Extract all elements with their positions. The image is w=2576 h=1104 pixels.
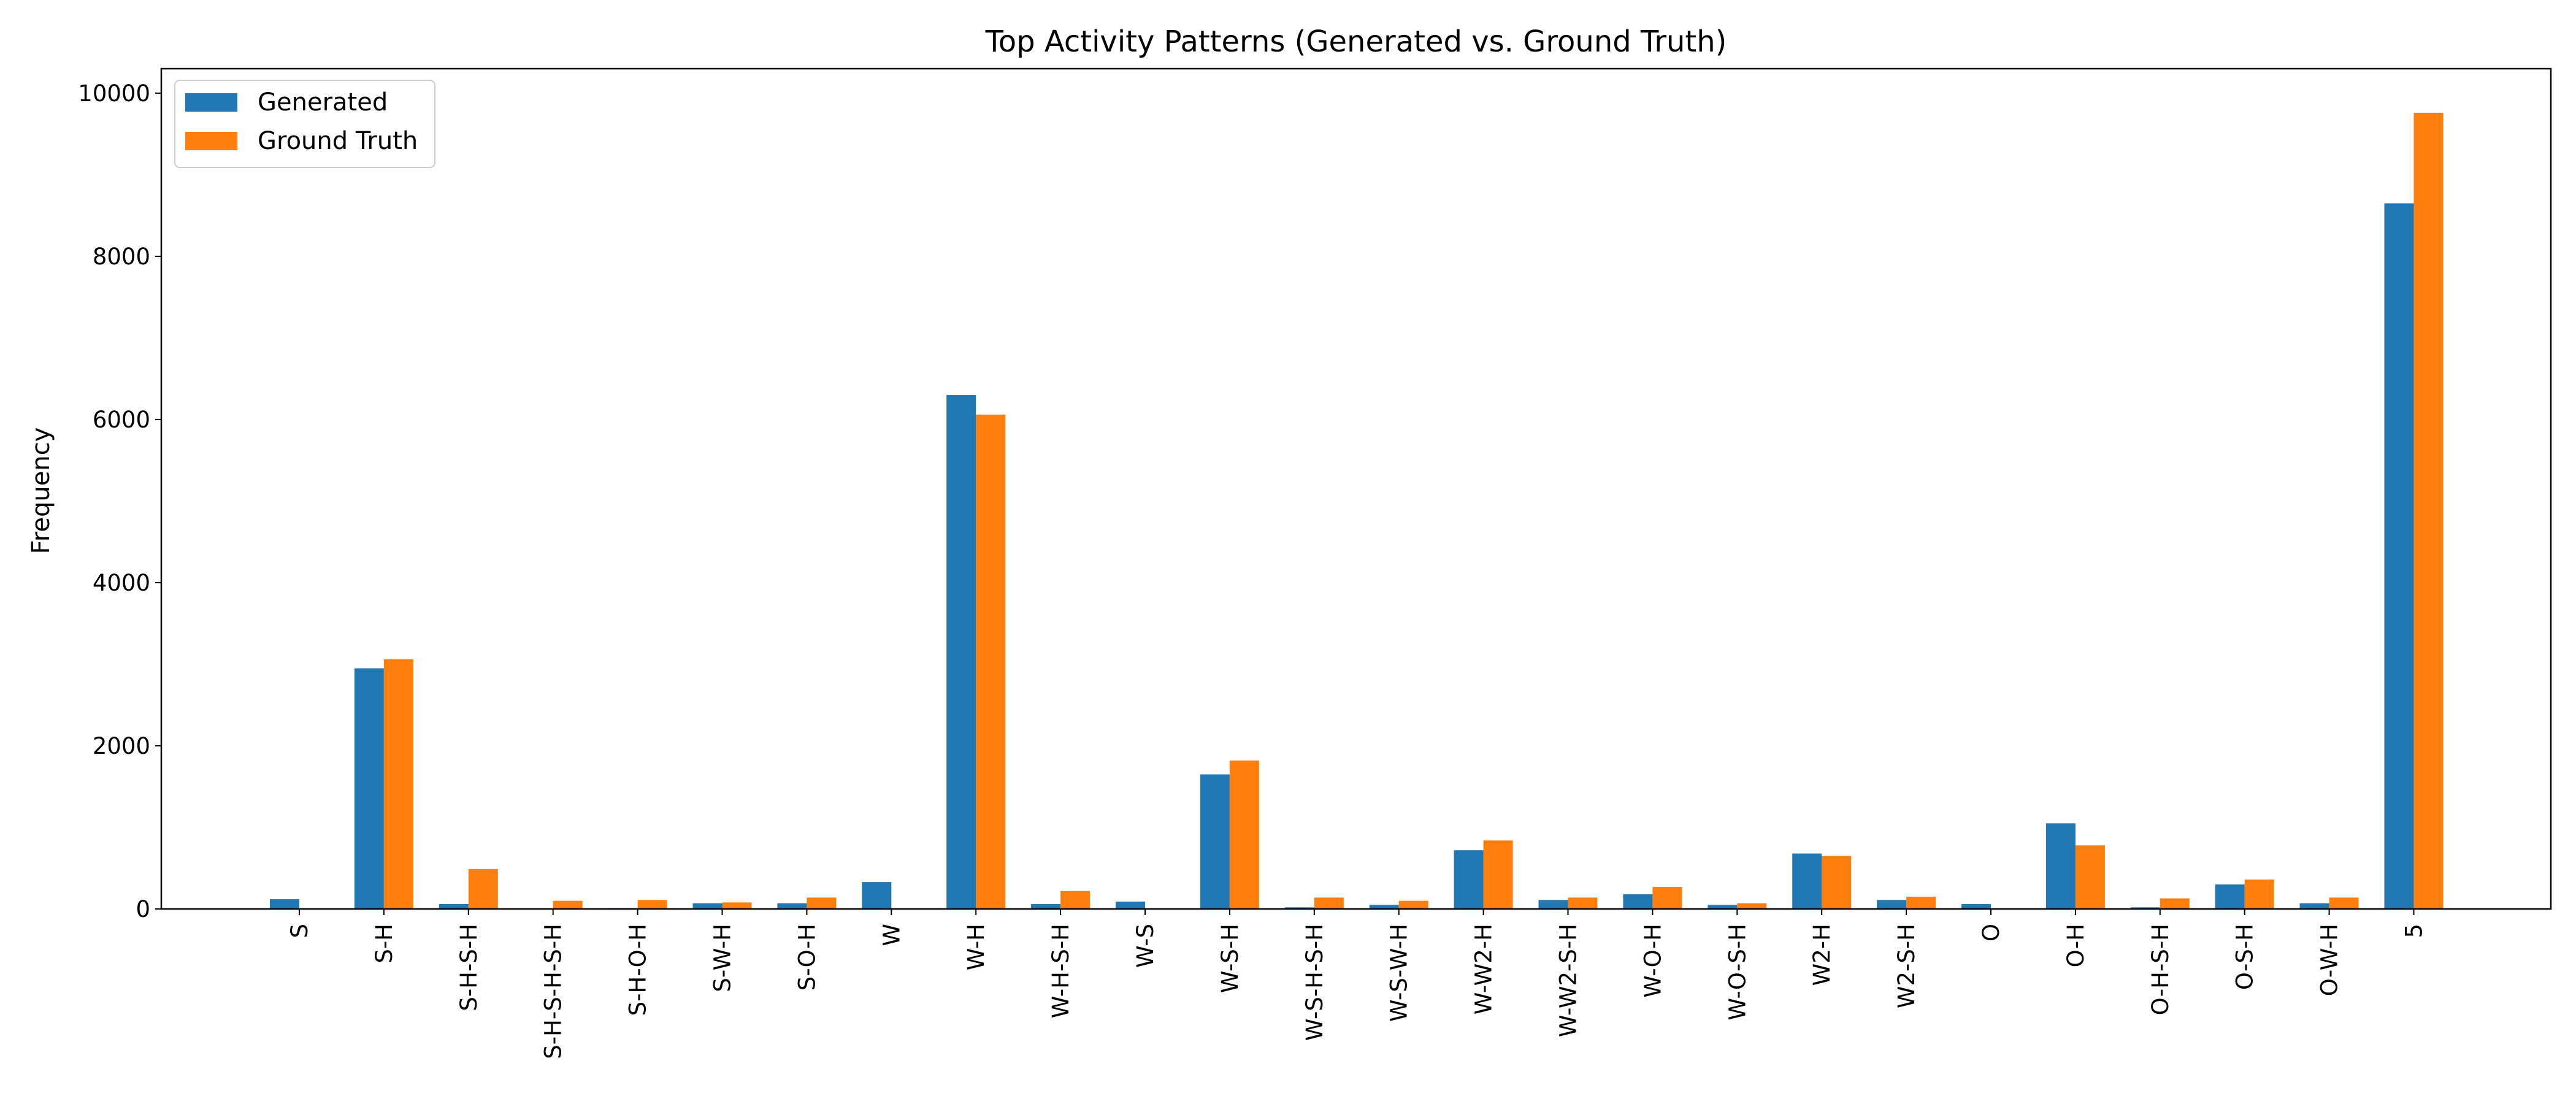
y-axis-label: Frequency [27, 427, 55, 554]
bar-ground-truth-12 [1314, 897, 1344, 909]
bar-ground-truth-16 [1652, 887, 1682, 909]
bar-generated-2 [439, 904, 469, 909]
ticks-layer: S S-H S-H-S-H S-H-S-H-S-H S-H-O-H S-W-H S-O-H W… [78, 80, 2427, 1059]
bar-generated-1 [354, 668, 384, 909]
x-tick-label: O-W-H [2317, 924, 2343, 996]
x-tick-label: W-H [963, 924, 989, 970]
x-tick-label: S-H-O-H [625, 924, 651, 1016]
chart-title: Top Activity Patterns (Generated vs. Gro… [985, 25, 1727, 59]
bars-layer [270, 112, 2444, 910]
bar-ground-truth-11 [1229, 760, 1259, 909]
bar-ground-truth-19 [1906, 897, 1936, 909]
bar-generated-25 [2384, 203, 2414, 909]
x-tick-label: S-W-H [710, 924, 736, 992]
x-tick-label: 5 [2401, 924, 2428, 938]
x-tick-label: O-H-S-H [2147, 924, 2174, 1015]
bar-ground-truth-15 [1568, 897, 1598, 909]
bar-generated-15 [1538, 900, 1568, 909]
bar-generated-10 [1116, 902, 1145, 909]
bar-generated-17 [1708, 905, 1738, 909]
x-tick-label: S [286, 924, 313, 938]
x-tick-label: W-S-H [1217, 924, 1243, 993]
x-tick-label: W2-S-H [1893, 924, 1920, 1008]
bar-generated-8 [946, 395, 976, 909]
legend-swatch-ground-truth [185, 132, 237, 150]
x-tick-label: W-O-S-H [1724, 924, 1750, 1021]
bar-generated-18 [1792, 853, 1822, 909]
x-tick-label: O [1978, 924, 2004, 941]
y-tick-label: 4000 [93, 570, 150, 596]
bar-ground-truth-1 [383, 659, 413, 909]
bar-ground-truth-5 [722, 902, 752, 909]
bar-ground-truth-18 [1822, 856, 1852, 909]
bar-generated-7 [862, 882, 892, 909]
bar-ground-truth-25 [2413, 112, 2444, 910]
y-tick-label: 0 [136, 896, 150, 922]
y-tick-label: 8000 [93, 243, 150, 270]
legend-label-generated: Generated [258, 88, 388, 117]
bar-ground-truth-17 [1737, 903, 1767, 909]
bar-generated-16 [1623, 894, 1653, 909]
bar-ground-truth-8 [976, 414, 1006, 909]
bar-ground-truth-3 [553, 900, 583, 909]
bar-ground-truth-9 [1060, 891, 1091, 909]
x-tick-label: W-S [1132, 924, 1159, 968]
x-tick-label: S-O-H [794, 924, 820, 991]
bar-generated-13 [1369, 905, 1399, 909]
x-tick-label: S-H-S-H-S-H [540, 924, 567, 1059]
x-tick-label: W-S-H-S-H [1301, 924, 1328, 1041]
legend: Generated Ground Truth [174, 80, 435, 168]
x-tick-label: W-S-W-H [1386, 924, 1413, 1022]
bar-generated-11 [1200, 774, 1230, 909]
bar-generated-5 [692, 903, 723, 909]
bar-ground-truth-24 [2329, 897, 2359, 909]
bar-ground-truth-13 [1398, 900, 1428, 909]
y-tick-label: 10000 [78, 80, 150, 107]
bar-generated-19 [1877, 900, 1907, 909]
bar-ground-truth-2 [468, 868, 498, 909]
bar-generated-20 [1961, 904, 1991, 909]
x-tick-label: W2-H [1809, 924, 1835, 986]
bar-ground-truth-14 [1483, 840, 1513, 909]
bar-generated-6 [777, 903, 807, 909]
legend-label-ground-truth: Ground Truth [258, 127, 418, 155]
bar-ground-truth-23 [2244, 880, 2274, 909]
bar-ground-truth-6 [807, 897, 837, 909]
x-tick-label: S-H [371, 924, 397, 964]
bar-generated-14 [1454, 850, 1484, 909]
bar-ground-truth-21 [2075, 845, 2105, 909]
x-tick-label: W-H-S-H [1048, 924, 1074, 1018]
bar-ground-truth-22 [2160, 898, 2190, 909]
plot-frame [160, 67, 2552, 910]
bar-generated-21 [2045, 823, 2076, 909]
x-tick-label: W [878, 924, 905, 946]
bar-generated-9 [1031, 904, 1061, 909]
legend-box [174, 80, 435, 168]
bar-ground-truth-4 [637, 900, 667, 909]
x-tick-label: O-S-H [2232, 924, 2258, 990]
x-tick-label: W-W2-S-H [1555, 924, 1582, 1037]
legend-swatch-generated [185, 93, 237, 112]
x-tick-label: S-H-S-H [456, 924, 482, 1011]
bar-generated-24 [2299, 903, 2329, 909]
bar-generated-22 [2130, 907, 2160, 909]
y-tick-label: 6000 [93, 407, 150, 433]
x-tick-label: W-O-H [1639, 924, 1666, 998]
bar-generated-0 [270, 899, 299, 909]
x-tick-label: W-W2-H [1471, 924, 1497, 1014]
x-tick-label: O-H [2063, 924, 2089, 967]
bar-generated-12 [1284, 907, 1314, 909]
y-tick-label: 2000 [93, 733, 150, 759]
bar-generated-23 [2215, 884, 2245, 909]
